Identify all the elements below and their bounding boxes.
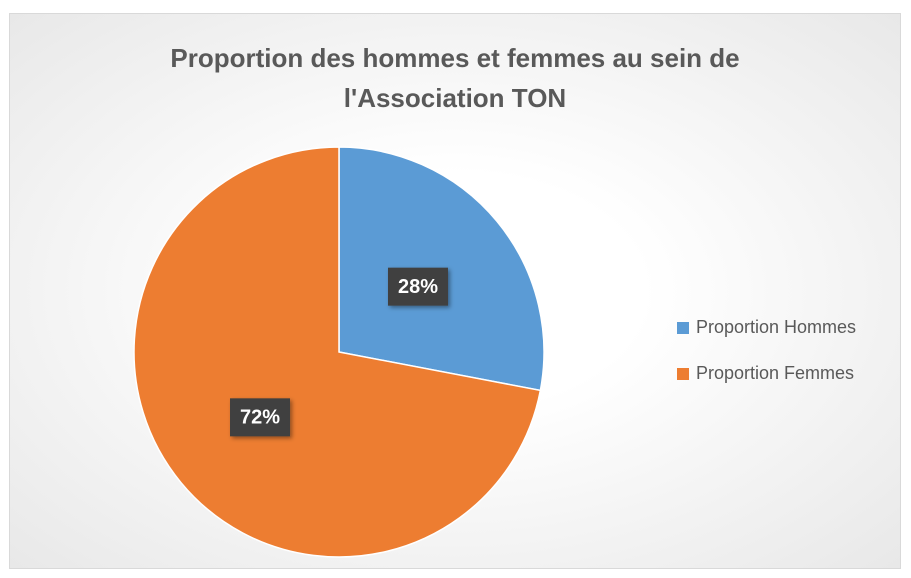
pie-slice (133, 146, 542, 558)
legend-label: Proportion Hommes (696, 317, 856, 337)
chart-title: Proportion des hommes et femmes au sein … (170, 43, 740, 113)
legend-swatch (677, 368, 689, 380)
data-label-box (387, 267, 448, 306)
data-label: 28% (398, 276, 438, 298)
data-label: 72% (240, 407, 280, 429)
legend-swatch (677, 322, 689, 334)
data-label-box (230, 398, 291, 437)
legend-label: Proportion Femmes (696, 363, 854, 383)
